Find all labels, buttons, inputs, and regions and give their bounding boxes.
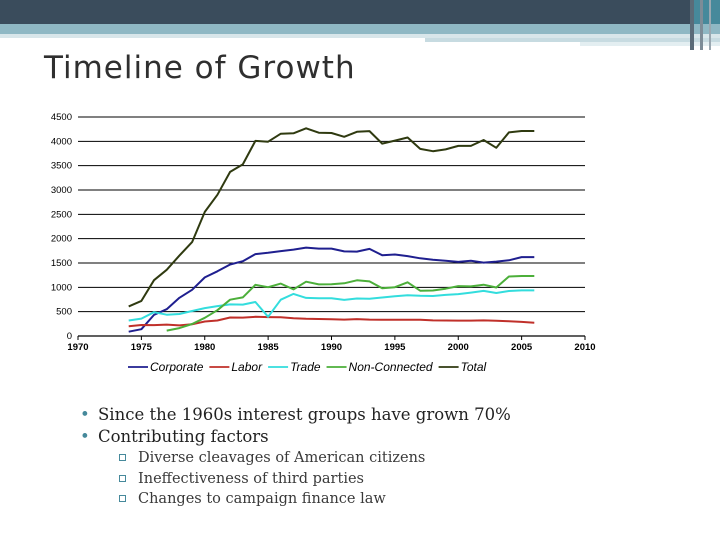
gridlines bbox=[78, 116, 585, 313]
sub-bullet-item: Diverse cleavages of American citizens bbox=[116, 448, 511, 469]
x-tick-label: 1985 bbox=[258, 342, 280, 353]
series-line-labor bbox=[128, 315, 535, 328]
axes: 0 500 1000 1500 2000 2500 3000 3500 4000 4500 1970… bbox=[51, 112, 596, 353]
series-line-trade bbox=[128, 289, 535, 322]
series-line-non-connected bbox=[166, 275, 535, 332]
top-decorative-band bbox=[0, 0, 720, 50]
x-tick-label: 2010 bbox=[574, 342, 595, 353]
growth-line-chart: 0 500 1000 1500 2000 2500 3000 3500 4000 4500 1970… bbox=[51, 112, 596, 374]
y-tick-label: 0 bbox=[67, 331, 72, 342]
bullet-text: Contributing factors bbox=[98, 427, 269, 446]
x-tick-label: 1980 bbox=[194, 342, 215, 353]
legend-label: Trade bbox=[290, 360, 321, 374]
y-tick-label: 2000 bbox=[51, 234, 72, 245]
x-tick-label: 1995 bbox=[384, 342, 406, 353]
legend-label: Non-Connected bbox=[349, 360, 433, 374]
bullet-item: Since the 1960s interest groups have gro… bbox=[80, 404, 511, 426]
x-tick-label: 2000 bbox=[448, 342, 469, 353]
y-tick-label: 4000 bbox=[51, 136, 72, 147]
sub-bullet-list: Diverse cleavages of American citizens I… bbox=[116, 448, 511, 510]
x-tick-label: 2005 bbox=[511, 342, 533, 353]
bullet-item: Contributing factors Diverse cleavages o… bbox=[80, 426, 511, 510]
slide-title: Timeline of Growth bbox=[44, 50, 356, 86]
legend-label: Corporate bbox=[150, 360, 204, 374]
x-tick-label: 1990 bbox=[321, 342, 342, 353]
legend-label: Total bbox=[461, 360, 487, 374]
y-tick-label: 1000 bbox=[51, 282, 72, 293]
y-tick-label: 2500 bbox=[51, 209, 72, 220]
legend-label: Labor bbox=[231, 360, 263, 374]
chart-legend: Corporate Labor Trade Non-Connected Total bbox=[128, 360, 487, 374]
y-tick-label: 1500 bbox=[51, 258, 72, 269]
bullet-list: Since the 1960s interest groups have gro… bbox=[80, 404, 511, 510]
series-line-corporate bbox=[128, 246, 535, 333]
y-tick-label: 4500 bbox=[51, 112, 72, 123]
y-tick-label: 3500 bbox=[51, 161, 72, 172]
sub-bullet-item: Ineffectiveness of third parties bbox=[116, 469, 511, 490]
x-tick-label: 1975 bbox=[131, 342, 153, 353]
x-tick-label: 1970 bbox=[67, 342, 88, 353]
y-tick-label: 3000 bbox=[51, 185, 72, 196]
series-line-total bbox=[128, 127, 535, 308]
sub-bullet-item: Changes to campaign finance law bbox=[116, 489, 511, 510]
series-lines bbox=[128, 127, 535, 333]
y-tick-label: 500 bbox=[56, 307, 72, 318]
